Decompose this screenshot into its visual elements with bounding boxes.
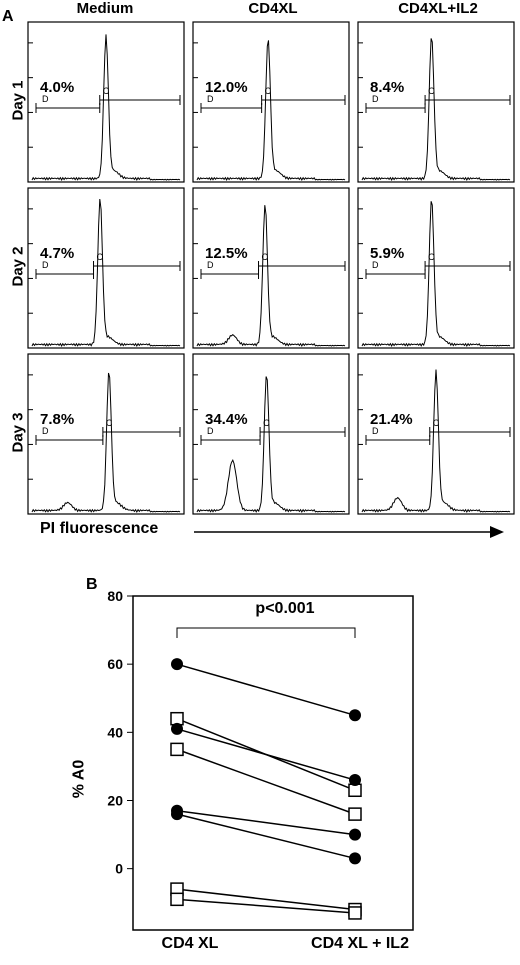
pair-connector-line (176, 728, 356, 781)
open-square-point (170, 892, 184, 907)
category-label-cd4xl-il2: CD4 XL + IL2 (311, 935, 409, 952)
column-label-medium: Medium (76, 0, 134, 17)
category-label-cd4xl: CD4 XL (161, 935, 219, 952)
gate-d-label: D (207, 426, 214, 436)
gate-c-label: C (106, 418, 113, 428)
histogram-panel: D C 8.4% (357, 21, 515, 183)
y-tick-label: 60 (107, 656, 123, 672)
histogram-panel: D C 5.9% (357, 187, 515, 349)
percentage-label: 12.0% (205, 79, 248, 96)
panel-frame (27, 187, 185, 349)
gate-d-label: D (372, 260, 379, 270)
percentage-label: 21.4% (370, 411, 413, 428)
filled-circle-point (171, 658, 183, 671)
plot-frame (132, 595, 414, 931)
gate-c-label: C (97, 252, 104, 262)
filled-circle-point (349, 828, 361, 841)
pair-connector-line (176, 809, 356, 836)
panel-frame (192, 353, 350, 515)
percentage-label: 4.7% (40, 245, 74, 262)
pair-connector-line (176, 813, 356, 860)
panel-a-letter: A (2, 8, 14, 25)
histogram-panel: D C 21.4% (357, 353, 515, 515)
panel-frame (27, 21, 185, 183)
histogram-panel: D C 7.8% (27, 353, 185, 515)
histogram-curve (361, 201, 511, 348)
histogram-curve (31, 34, 181, 182)
panel-b-letter: B (86, 576, 98, 593)
percentage-label: 34.4% (205, 411, 248, 428)
filled-circle-point (349, 774, 361, 787)
open-square-point (170, 711, 184, 726)
y-tick-label: 80 (107, 588, 123, 604)
pair-connector-line (176, 888, 356, 911)
y-tick-label: 20 (107, 792, 123, 808)
histogram-panel: D C 4.0% (27, 21, 185, 183)
gate-c-label: C (103, 86, 110, 96)
panel-frame (357, 353, 515, 515)
histogram-panel: D C 12.0% (192, 21, 350, 183)
gate-c-label: C (265, 86, 272, 96)
panel-frame (192, 187, 350, 349)
histogram-curve (196, 40, 346, 182)
histogram-panel: D C 4.7% (27, 187, 185, 349)
column-label-cd4xl-il2: CD4XL+IL2 (398, 0, 478, 17)
x-axis-arrow (194, 526, 504, 538)
histogram-curve (361, 38, 511, 182)
histogram-curve (31, 198, 181, 348)
open-square-point (170, 742, 184, 757)
gate-c-label: C (262, 252, 269, 262)
gate-d-label: D (42, 260, 49, 270)
percentage-label: 5.9% (370, 245, 404, 262)
y-tick-label: 40 (107, 724, 123, 740)
open-square-point (348, 906, 362, 920)
histogram-curve (361, 369, 511, 514)
pair-connector-line (176, 748, 356, 815)
histogram-curve (196, 376, 346, 514)
filled-circle-point (349, 709, 361, 722)
histogram-panel: D C 12.5% (192, 187, 350, 349)
histogram-curve (31, 372, 181, 514)
paired-series (170, 742, 362, 821)
pair-connector-line (176, 663, 356, 717)
gate-c-label: C (263, 418, 270, 428)
filled-circle-point (171, 722, 183, 735)
p-value-annotation: p<0.001 (255, 600, 315, 617)
paired-series (171, 658, 361, 722)
gate-d-label: D (207, 94, 214, 104)
percentage-label: 7.8% (40, 411, 74, 428)
y-axis-label: % A0 (70, 759, 88, 799)
gate-d-label: D (42, 426, 49, 436)
filled-circle-point (171, 808, 183, 821)
x-axis-label: PI fluorescence (40, 520, 159, 537)
significance-bracket (176, 627, 356, 638)
percentage-label: 4.0% (40, 79, 74, 96)
panel-frame (357, 187, 515, 349)
gate-d-label: D (42, 94, 49, 104)
percentage-label: 8.4% (370, 79, 404, 96)
paired-series (171, 808, 361, 865)
open-square-point (348, 783, 362, 798)
filled-circle-point (349, 852, 361, 865)
gate-d-label: D (372, 94, 379, 104)
histogram-curve (196, 205, 346, 348)
y-tick-label: 0 (115, 861, 123, 877)
column-label-cd4xl: CD4XL (248, 0, 298, 17)
histogram-panel: D C 34.4% (192, 353, 350, 515)
gate-c-label: C (428, 252, 435, 262)
panel-frame (357, 21, 515, 183)
gate-c-label: C (428, 86, 435, 96)
scatter-plot: 0 20 40 60 80 (107, 588, 414, 931)
open-square-point (348, 807, 362, 821)
histogram-grid: DC4.0%DC12.0%DC8.4%DC4.7%DC12.5%DC5.9%DC… (27, 21, 515, 515)
paired-series (171, 722, 361, 787)
gate-d-label: D (372, 426, 379, 436)
percentage-label: 12.5% (205, 245, 248, 262)
pair-connector-line (176, 898, 356, 914)
paired-series (170, 892, 362, 920)
gate-d-label: D (207, 260, 214, 270)
gate-c-label: C (433, 418, 440, 428)
